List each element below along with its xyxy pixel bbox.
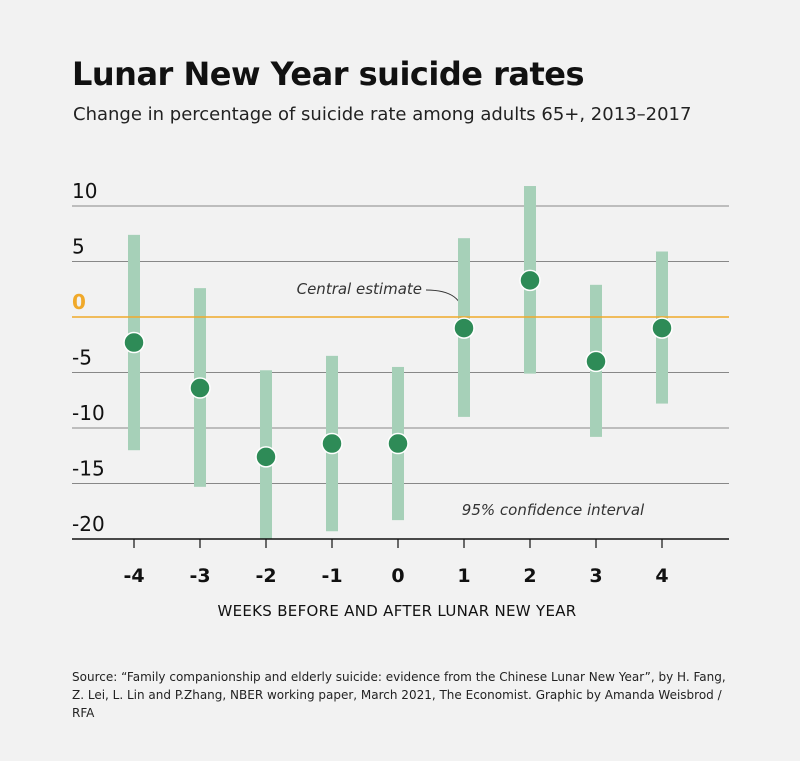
- x-tick-label: 4: [655, 565, 668, 587]
- x-tick-label: -4: [123, 565, 144, 587]
- y-tick-label: -10: [72, 401, 105, 425]
- x-tick-label: 0: [391, 565, 404, 587]
- chart-subtitle: Change in percentage of suicide rate amo…: [73, 104, 692, 125]
- central-estimate-point: [651, 317, 673, 339]
- x-tick-label: -1: [321, 565, 342, 587]
- central-estimate-point: [519, 269, 541, 292]
- y-tick-label: 10: [72, 179, 97, 203]
- central-estimate-annotation: Central estimate: [297, 280, 422, 298]
- x-tick-label: 3: [589, 565, 602, 587]
- central-estimate-point: [189, 377, 211, 399]
- central-estimate-point: [387, 432, 409, 455]
- x-tick-label: -3: [189, 565, 210, 587]
- central-estimate-point: [255, 446, 277, 468]
- confidence-interval-annotation: 95% confidence interval: [462, 501, 645, 519]
- x-tick-label: 1: [457, 565, 470, 587]
- x-axis-label: WEEKS BEFORE AND AFTER LUNAR NEW YEAR: [217, 602, 577, 620]
- chart-title: Lunar New Year suicide rates: [72, 55, 585, 93]
- y-tick-label: 0: [72, 290, 86, 314]
- y-tick-label: -15: [72, 457, 105, 481]
- y-tick-label: 5: [72, 235, 85, 259]
- central-estimate-point: [321, 432, 343, 455]
- y-tick-label: -20: [72, 512, 105, 536]
- central-estimate-point: [453, 317, 475, 339]
- y-tick-label: -5: [72, 346, 92, 370]
- central-estimate-point: [585, 350, 607, 373]
- source-note: Source: “Family companionship and elderl…: [72, 670, 726, 720]
- x-tick-label: 2: [523, 565, 536, 587]
- x-tick-label: -2: [255, 565, 276, 587]
- annotation-arrow: [425, 289, 464, 317]
- central-estimate-point: [123, 331, 145, 354]
